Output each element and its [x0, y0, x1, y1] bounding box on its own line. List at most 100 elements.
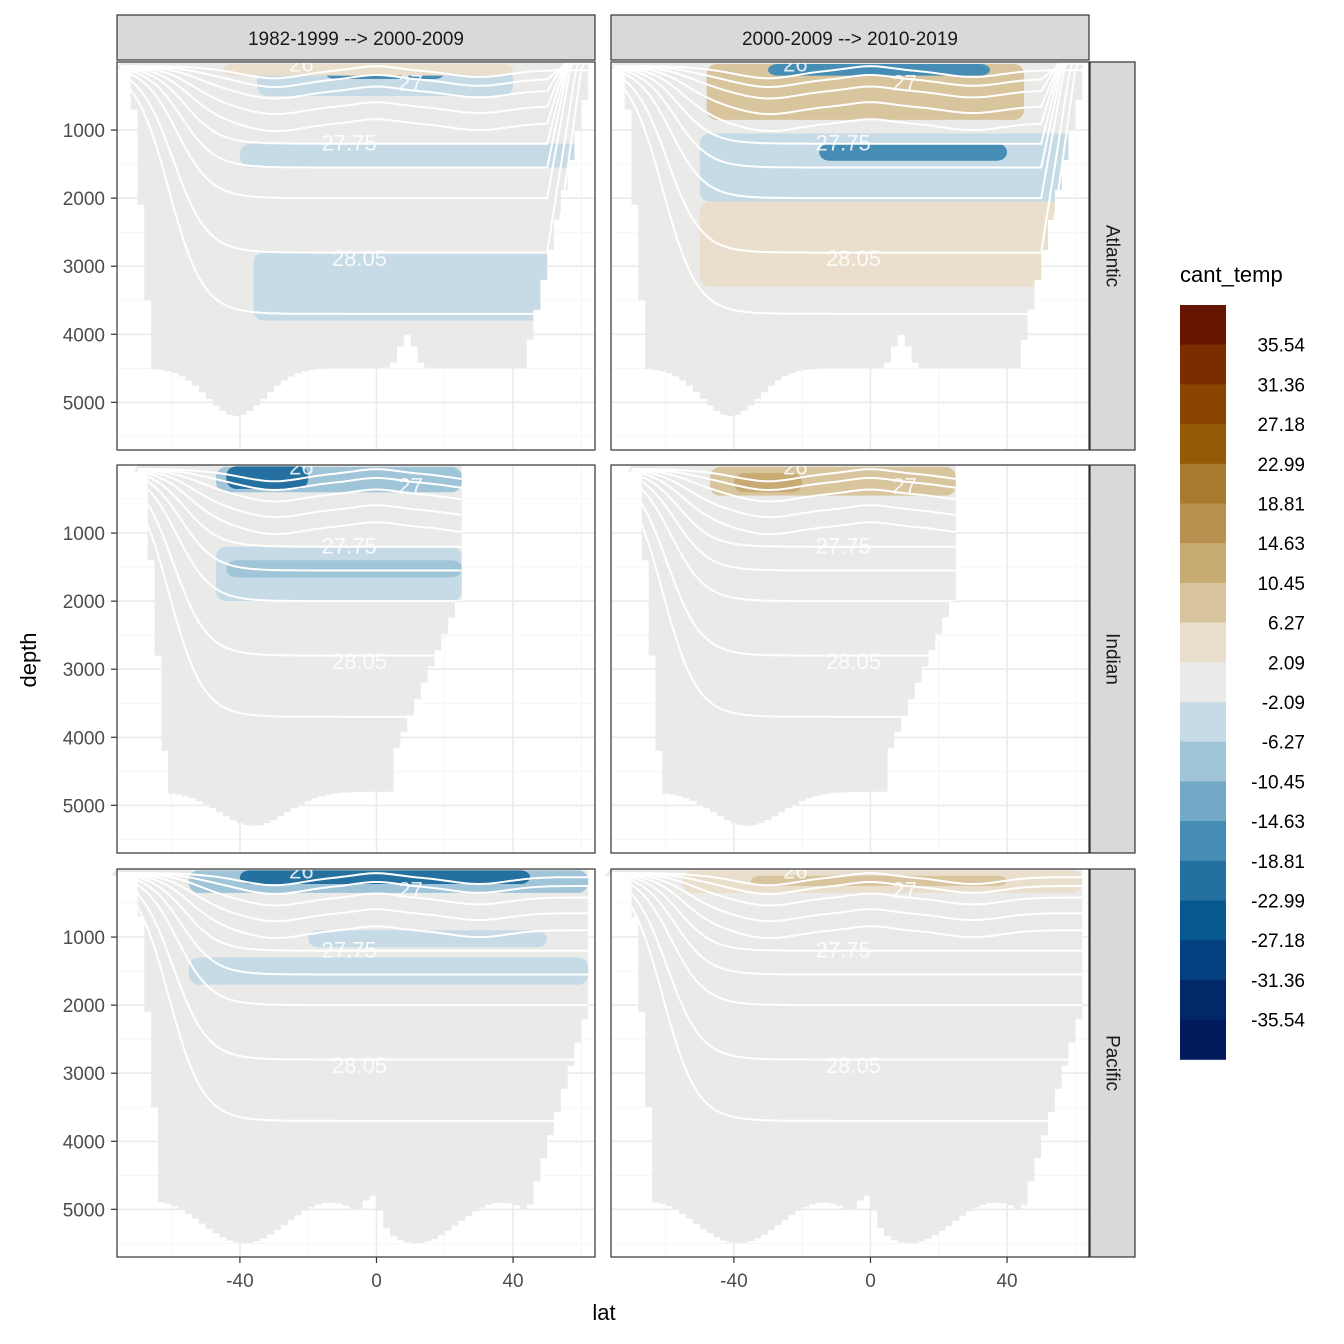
isopycnal-line: [120, 62, 589, 132]
row-strip-label: Pacific: [1102, 1035, 1123, 1091]
legend-color-bin: [1180, 543, 1226, 584]
x-axis-title: lat: [592, 1300, 615, 1325]
column-strip-label: 1982-1999 --> 2000-2009: [248, 29, 464, 50]
isopycnal-line: [116, 873, 589, 952]
legend-label: -27.18: [1251, 931, 1305, 952]
legend-color-bin: [1180, 424, 1226, 465]
isopycnal-label: 28.05: [826, 1053, 881, 1078]
panel-border: [116, 61, 596, 451]
legend-color-bin: [1180, 622, 1226, 663]
y-tick-label: 1000: [63, 524, 105, 545]
x-tick-label: 0: [371, 1271, 382, 1292]
isopycnal-line: [120, 62, 589, 116]
strips-layer: 1982-1999 --> 2000-2009 2000-2009 --> 201…: [116, 14, 1136, 1258]
legend-color-bin: [1180, 1019, 1226, 1060]
legend: cant_temp 35.54 31.36 27.18 22.99 18.81 14.63…: [1180, 262, 1305, 1060]
isopycnal-line: [613, 62, 1083, 315]
isopycnal-line: [137, 468, 462, 491]
legend-color-bin: [1180, 979, 1226, 1021]
isopycnal-label: 27.75: [816, 533, 871, 558]
legend-color-bin: [1180, 900, 1226, 941]
legend-color-bin: [1180, 305, 1226, 346]
legend-label: 2.09: [1268, 653, 1305, 674]
legend-label: -35.54: [1251, 1011, 1305, 1032]
legend-color-bin: [1180, 702, 1226, 743]
legend-colorbar: [1180, 305, 1226, 1060]
anomaly-band: [226, 560, 462, 578]
y-tick-label: 1000: [63, 928, 105, 949]
legend-label: 35.54: [1257, 336, 1305, 357]
isopycnal-label: 28.05: [332, 246, 387, 271]
panel-border: [610, 61, 1090, 451]
isopycnal-label: 27.75: [816, 937, 871, 962]
legend-color-bin: [1180, 821, 1226, 862]
isopycnal-line: [631, 475, 956, 572]
isopycnal-line: [630, 480, 956, 603]
isopycnal-line: [116, 883, 589, 1122]
legend-label: -6.27: [1262, 733, 1305, 754]
isopycnal-line: [610, 878, 1083, 1061]
isopycnal-line: [614, 65, 1083, 80]
isopycnal-line: [116, 878, 589, 1061]
x-tick-label: 0: [865, 1271, 876, 1292]
legend-label: -10.45: [1251, 772, 1305, 793]
isopycnal-line: [137, 468, 462, 503]
isopycnal-line: [614, 62, 1083, 132]
isopycnal-label: 27: [892, 71, 916, 96]
isopycnal-line: [631, 469, 956, 519]
column-strip: [116, 14, 596, 61]
anomaly-band: [226, 466, 309, 489]
panel-indian-col1: 26 27 27.75 28.05: [116, 455, 596, 854]
y-tick-label: 2000: [63, 189, 105, 210]
isopycnal-line: [631, 468, 956, 491]
isopycnal-line: [610, 875, 1083, 1007]
isopycnal-line: [120, 62, 589, 88]
ocean-section: [628, 465, 956, 826]
isopycnal-line: [119, 62, 589, 254]
y-tick-label: 1000: [63, 121, 105, 142]
axes-layer: 1000200030004000500010002000300040005000…: [63, 121, 1018, 1292]
legend-label: 27.18: [1257, 415, 1305, 436]
legend-label: -14.63: [1251, 812, 1305, 833]
column-strip: [610, 14, 1090, 61]
isopycnal-label: 28.05: [826, 246, 881, 271]
isopycnal-line: [137, 469, 462, 519]
x-tick-label: 40: [996, 1271, 1017, 1292]
isopycnal-line: [610, 874, 1083, 976]
legend-color-bin: [1180, 940, 1226, 981]
ocean-section: [604, 869, 1083, 1244]
isopycnal-line: [614, 62, 1083, 200]
ocean-section: [117, 62, 589, 416]
legend-color-bin: [1180, 582, 1226, 624]
isopycnal-line: [610, 873, 1083, 952]
isopycnal-line: [137, 468, 462, 483]
isopycnal-line: [631, 472, 956, 548]
legend-label: 14.63: [1257, 534, 1305, 555]
isopycnal-label: 27: [892, 474, 916, 499]
isopycnal-line: [614, 62, 1083, 145]
anomaly-band: [699, 201, 1083, 287]
isopycnal-label: 26: [783, 455, 807, 480]
legend-label: -31.36: [1251, 971, 1305, 992]
isopycnal-line: [116, 875, 589, 1007]
isopycnal-contours: [136, 468, 462, 718]
legend-color-bin: [1180, 344, 1226, 385]
y-tick-label: 5000: [63, 393, 105, 414]
y-tick-label: 5000: [63, 1200, 105, 1221]
y-tick-label: 3000: [63, 1064, 105, 1085]
panel-pacific-col1: 26 27 27.75 28.05: [110, 859, 596, 1258]
isopycnal-label: 26: [289, 859, 313, 884]
isopycnal-line: [611, 872, 1083, 895]
isopycnal-line: [610, 872, 1083, 939]
legend-color-bin: [1180, 781, 1226, 822]
anomaly-band: [706, 64, 1025, 120]
column-strip-label: 2000-2009 --> 2010-2019: [742, 29, 958, 50]
isopycnal-line: [119, 62, 589, 315]
x-tick-label: -40: [226, 1271, 253, 1292]
legend-color-bin: [1180, 860, 1226, 901]
isopycnal-label: 28.05: [332, 649, 387, 674]
panel-border: [610, 464, 1090, 854]
y-tick-label: 4000: [63, 1132, 105, 1153]
